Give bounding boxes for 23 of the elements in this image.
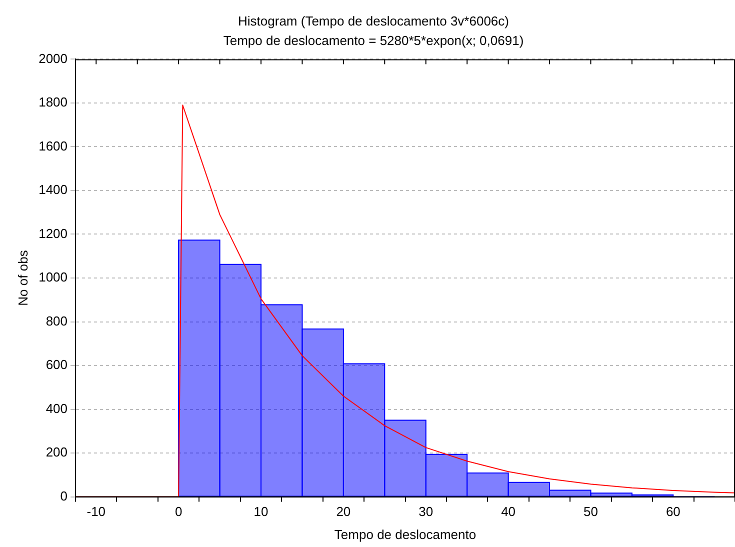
x-tick-label: 40 (501, 504, 516, 520)
y-tick-label: 800 (46, 313, 68, 328)
x-tick-label: 50 (584, 504, 598, 520)
y-tick-label: 200 (46, 444, 68, 460)
x-axis-title: Tempo de deslocamento (334, 526, 476, 542)
x-tick-label: -10 (86, 504, 106, 520)
x-tick-label: 20 (336, 504, 351, 520)
y-tick-label: 400 (46, 400, 68, 416)
chart-subtitle: Tempo de deslocamento = 5280*5*expon(x; 0,0691) (223, 32, 524, 48)
chart-title: Histogram (Tempo de deslocamento 3v*6006c) (238, 13, 509, 28)
x-tick-label: 0 (174, 504, 182, 520)
x-tick-label: 30 (418, 504, 434, 520)
y-tick-label: 2000 (38, 50, 68, 66)
y-axis-title: No of obs (15, 250, 30, 306)
y-tick-label: 0 (60, 488, 68, 504)
y-tick-label: 600 (46, 357, 68, 372)
y-tick-label: 1200 (38, 226, 68, 241)
x-tick-label: 10 (254, 504, 268, 520)
y-tick-label: 1600 (38, 138, 68, 154)
x-tick-label: 60 (666, 504, 680, 520)
y-tick-label: 1800 (38, 94, 68, 110)
y-tick-label: 1400 (38, 182, 68, 198)
y-tick-label: 1000 (38, 270, 68, 285)
